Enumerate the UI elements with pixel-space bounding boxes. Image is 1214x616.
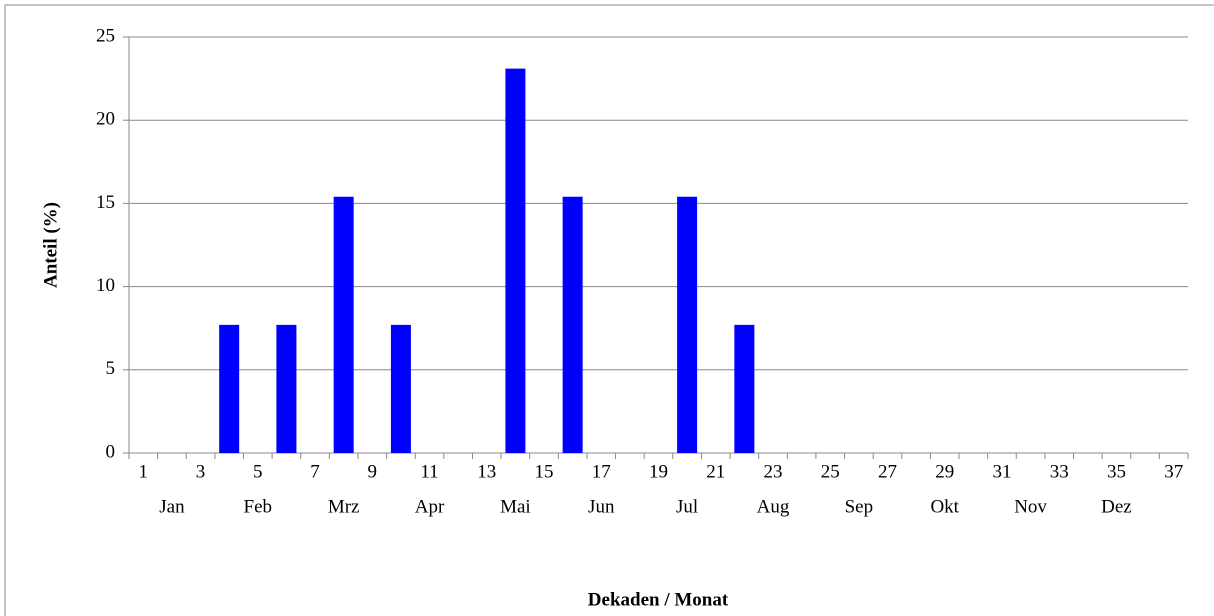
x-tick-label: 11 <box>420 461 438 482</box>
y-tick-label: 25 <box>96 25 115 46</box>
bar <box>677 196 698 453</box>
x-tick-label: 3 <box>196 461 206 482</box>
bar <box>505 68 526 453</box>
x-tick-label: 27 <box>878 461 897 482</box>
bar <box>276 324 297 453</box>
x-tick-label: 19 <box>649 461 668 482</box>
x-tick-label: 17 <box>592 461 611 482</box>
x-tick-label: 31 <box>992 461 1011 482</box>
bar <box>219 324 240 453</box>
month-label: Jun <box>588 496 615 517</box>
x-tick-label: 13 <box>477 461 496 482</box>
y-tick-label: 0 <box>106 441 116 462</box>
y-tick-label: 5 <box>106 358 116 379</box>
month-label: Mai <box>500 496 531 517</box>
chart-frame <box>4 4 1214 616</box>
bar <box>390 324 411 453</box>
x-tick-label: 35 <box>1107 461 1126 482</box>
x-tick-label: 25 <box>821 461 840 482</box>
month-label: Jul <box>676 496 698 517</box>
month-label: Sep <box>845 496 874 517</box>
x-tick-label: 29 <box>935 461 954 482</box>
month-label: Apr <box>415 496 445 517</box>
x-tick-label: 5 <box>253 461 263 482</box>
bar <box>562 196 583 453</box>
x-tick-label: 9 <box>368 461 378 482</box>
month-label: Mrz <box>328 496 360 517</box>
x-tick-label: 15 <box>535 461 554 482</box>
month-label: Okt <box>930 496 959 517</box>
x-tick-label: 33 <box>1050 461 1069 482</box>
x-tick-label: 37 <box>1164 461 1183 482</box>
month-label: Dez <box>1101 496 1132 517</box>
y-tick-label: 10 <box>96 275 115 296</box>
y-tick-label: 20 <box>96 109 115 130</box>
month-label: Feb <box>244 496 273 517</box>
x-tick-label: 1 <box>139 461 149 482</box>
bar <box>333 196 354 453</box>
month-label: Aug <box>757 496 790 517</box>
y-axis-title: Anteil (%) <box>40 202 61 288</box>
x-tick-label: 7 <box>310 461 320 482</box>
x-axis-title: Dekaden / Monat <box>588 589 729 610</box>
bar <box>734 324 755 453</box>
y-tick-label: 15 <box>96 192 115 213</box>
x-tick-label: 21 <box>706 461 725 482</box>
month-label: Jan <box>159 496 185 517</box>
month-label: Nov <box>1014 496 1047 517</box>
x-tick-label: 23 <box>763 461 782 482</box>
